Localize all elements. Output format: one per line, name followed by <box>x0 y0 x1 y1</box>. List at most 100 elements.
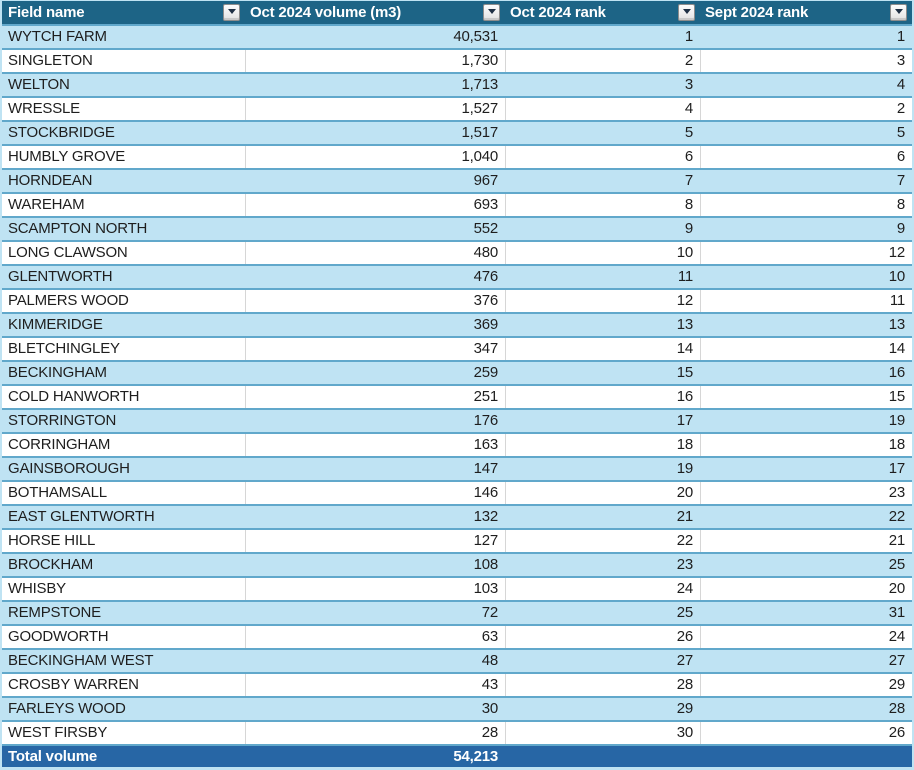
sept-rank-cell[interactable]: 22 <box>888 508 905 525</box>
volume-cell[interactable]: 1,527 <box>245 98 505 120</box>
total-label-cell[interactable]: Total volume <box>8 748 97 765</box>
sept-rank-cell[interactable]: 19 <box>888 412 905 429</box>
field-name-cell[interactable]: BOTHAMSALL <box>8 484 107 501</box>
field-name-cell[interactable]: KIMMERIDGE <box>8 316 103 333</box>
field-name-cell[interactable]: GLENTWORTH <box>8 268 113 285</box>
field-name-cell[interactable]: SINGLETON <box>8 52 93 69</box>
sept-rank-cell[interactable]: 15 <box>700 386 912 408</box>
oct-rank-cell[interactable]: 27 <box>676 652 693 669</box>
volume-cell[interactable]: 163 <box>245 434 505 456</box>
oct-rank-cell[interactable]: 7 <box>684 172 693 189</box>
volume-cell[interactable]: 476 <box>473 268 499 285</box>
sept-rank-cell[interactable]: 14 <box>700 338 912 360</box>
sept-rank-cell[interactable]: 1 <box>896 28 905 45</box>
volume-cell[interactable]: 259 <box>473 364 499 381</box>
volume-cell[interactable]: 376 <box>245 290 505 312</box>
volume-cell[interactable]: 127 <box>245 530 505 552</box>
volume-cell[interactable]: 40,531 <box>453 28 498 45</box>
column-header-oct-volume[interactable]: Oct 2024 volume (m3) <box>245 1 505 24</box>
sept-rank-cell[interactable]: 28 <box>888 700 905 717</box>
sept-rank-cell[interactable]: 24 <box>700 626 912 648</box>
sept-rank-cell[interactable]: 25 <box>888 556 905 573</box>
field-name-cell[interactable]: PALMERS WOOD <box>8 292 129 309</box>
field-name-cell[interactable]: GOODWORTH <box>8 628 109 645</box>
filter-button[interactable] <box>223 4 240 21</box>
oct-rank-cell[interactable]: 22 <box>505 530 700 552</box>
volume-cell[interactable]: 146 <box>245 482 505 504</box>
sept-rank-cell[interactable]: 26 <box>700 722 912 744</box>
sept-rank-cell[interactable]: 23 <box>700 482 912 504</box>
volume-cell[interactable]: 369 <box>473 316 499 333</box>
oct-rank-cell[interactable]: 23 <box>676 556 693 573</box>
sept-rank-cell[interactable]: 27 <box>888 652 905 669</box>
column-header-oct-rank[interactable]: Oct 2024 rank <box>505 1 700 24</box>
sept-rank-cell[interactable]: 10 <box>888 268 905 285</box>
field-name-cell[interactable]: BECKINGHAM <box>8 364 107 381</box>
field-name-cell[interactable]: GAINSBOROUGH <box>8 460 130 477</box>
sept-rank-cell[interactable]: 20 <box>700 578 912 600</box>
oct-rank-cell[interactable]: 21 <box>676 508 693 525</box>
sept-rank-cell[interactable]: 12 <box>700 242 912 264</box>
field-name-cell[interactable]: WYTCH FARM <box>8 28 107 45</box>
volume-cell[interactable]: 147 <box>473 460 499 477</box>
oct-rank-cell[interactable]: 17 <box>676 412 693 429</box>
sept-rank-cell[interactable]: 7 <box>896 172 905 189</box>
oct-rank-cell[interactable]: 25 <box>676 604 693 621</box>
sept-rank-cell[interactable]: 5 <box>896 124 905 141</box>
volume-cell[interactable]: 43 <box>245 674 505 696</box>
oct-rank-cell[interactable]: 14 <box>505 338 700 360</box>
filter-button[interactable] <box>678 4 695 21</box>
volume-cell[interactable]: 693 <box>245 194 505 216</box>
oct-rank-cell[interactable]: 12 <box>505 290 700 312</box>
sept-rank-cell[interactable]: 21 <box>700 530 912 552</box>
sept-rank-cell[interactable]: 29 <box>700 674 912 696</box>
field-name-cell[interactable]: WRESSLE <box>8 100 80 117</box>
volume-cell[interactable]: 63 <box>245 626 505 648</box>
sept-rank-cell[interactable]: 4 <box>896 76 905 93</box>
volume-cell[interactable]: 28 <box>245 722 505 744</box>
field-name-cell[interactable]: STOCKBRIDGE <box>8 124 115 141</box>
oct-rank-cell[interactable]: 2 <box>505 50 700 72</box>
volume-cell[interactable]: 347 <box>245 338 505 360</box>
sept-rank-cell[interactable]: 8 <box>700 194 912 216</box>
oct-rank-cell[interactable]: 19 <box>676 460 693 477</box>
field-name-cell[interactable]: WEST FIRSBY <box>8 724 108 741</box>
volume-cell[interactable]: 132 <box>473 508 499 525</box>
oct-rank-cell[interactable]: 30 <box>505 722 700 744</box>
field-name-cell[interactable]: FARLEYS WOOD <box>8 700 126 717</box>
field-name-cell[interactable]: CORRINGHAM <box>8 436 111 453</box>
field-name-cell[interactable]: HORNDEAN <box>8 172 93 189</box>
total-sept-rank-cell[interactable] <box>700 746 912 767</box>
sept-rank-cell[interactable]: 9 <box>896 220 905 237</box>
total-oct-rank-cell[interactable] <box>505 746 700 767</box>
volume-cell[interactable]: 103 <box>245 578 505 600</box>
sept-rank-cell[interactable]: 18 <box>700 434 912 456</box>
volume-cell[interactable]: 1,517 <box>461 124 498 141</box>
filter-button[interactable] <box>890 4 907 21</box>
column-header-field-name[interactable]: Field name <box>2 1 245 24</box>
field-name-cell[interactable]: BECKINGHAM WEST <box>8 652 154 669</box>
volume-cell[interactable]: 30 <box>481 700 498 717</box>
field-name-cell[interactable]: BROCKHAM <box>8 556 94 573</box>
sept-rank-cell[interactable]: 16 <box>888 364 905 381</box>
oct-rank-cell[interactable]: 3 <box>684 76 693 93</box>
oct-rank-cell[interactable]: 26 <box>505 626 700 648</box>
volume-cell[interactable]: 251 <box>245 386 505 408</box>
oct-rank-cell[interactable]: 18 <box>505 434 700 456</box>
sept-rank-cell[interactable]: 31 <box>888 604 905 621</box>
field-name-cell[interactable]: STORRINGTON <box>8 412 117 429</box>
sept-rank-cell[interactable]: 3 <box>700 50 912 72</box>
sept-rank-cell[interactable]: 17 <box>888 460 905 477</box>
oct-rank-cell[interactable]: 1 <box>684 28 693 45</box>
field-name-cell[interactable]: REMPSTONE <box>8 604 101 621</box>
sept-rank-cell[interactable]: 11 <box>700 290 912 312</box>
field-name-cell[interactable]: LONG CLAWSON <box>8 244 128 261</box>
field-name-cell[interactable]: WHISBY <box>8 580 66 597</box>
oct-rank-cell[interactable]: 6 <box>505 146 700 168</box>
oct-rank-cell[interactable]: 28 <box>505 674 700 696</box>
total-volume-cell[interactable]: 54,213 <box>453 748 498 765</box>
oct-rank-cell[interactable]: 20 <box>505 482 700 504</box>
field-name-cell[interactable]: COLD HANWORTH <box>8 388 140 405</box>
oct-rank-cell[interactable]: 13 <box>676 316 693 333</box>
oct-rank-cell[interactable]: 24 <box>505 578 700 600</box>
